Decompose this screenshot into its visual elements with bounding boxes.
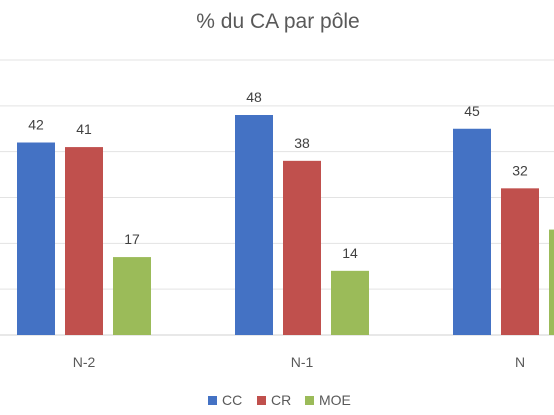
- category-labels: N-2 N-1 N: [73, 354, 525, 370]
- data-label: 14: [342, 245, 358, 261]
- legend-swatch: [257, 396, 266, 405]
- bar-cr-n-2: [65, 147, 103, 335]
- legend-swatch: [208, 396, 217, 405]
- bar-cc-n: [453, 128, 491, 335]
- bar-cr-n-1: [283, 160, 321, 335]
- data-label: 32: [512, 162, 528, 178]
- legend-label: CR: [271, 392, 291, 408]
- data-label: 45: [464, 103, 480, 119]
- bar-moe-n: [549, 229, 554, 335]
- bar-cc-n-2: [17, 142, 55, 335]
- bar-cc-n-1: [235, 115, 273, 335]
- data-label: 41: [76, 121, 92, 137]
- bar-cr-n: [501, 188, 539, 335]
- chart-title: % du CA par pôle: [196, 10, 359, 33]
- data-label: 17: [124, 231, 140, 247]
- legend-label: CC: [222, 392, 242, 408]
- data-label: 38: [294, 135, 310, 151]
- category-label: N: [515, 354, 525, 370]
- legend: CC CR MOE: [208, 392, 351, 408]
- legend-swatch: [305, 396, 314, 405]
- data-label: 48: [246, 89, 262, 105]
- category-label: N-1: [291, 354, 314, 370]
- legend-label: MOE: [319, 392, 351, 408]
- bars: 424117483814453223: [17, 89, 554, 335]
- category-label: N-2: [73, 354, 96, 370]
- bar-moe-n-1: [331, 270, 369, 335]
- bar-moe-n-2: [113, 257, 151, 335]
- data-label: 42: [28, 117, 44, 133]
